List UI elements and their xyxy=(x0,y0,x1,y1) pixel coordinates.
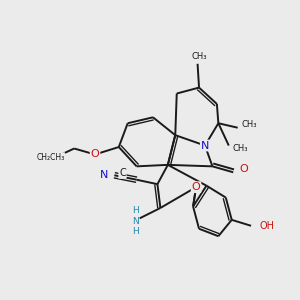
Text: N: N xyxy=(201,140,209,151)
Text: OH: OH xyxy=(260,221,275,231)
Text: O: O xyxy=(192,182,200,192)
Text: C: C xyxy=(119,168,126,178)
Text: O: O xyxy=(91,149,99,160)
Text: O: O xyxy=(239,164,248,174)
Text: N: N xyxy=(100,170,108,180)
Text: H
N
H: H N H xyxy=(132,206,139,236)
Text: CH₃: CH₃ xyxy=(242,120,257,129)
Text: CH₃: CH₃ xyxy=(191,52,207,61)
Text: CH₃: CH₃ xyxy=(233,144,248,153)
Text: CH₂CH₃: CH₂CH₃ xyxy=(36,153,64,162)
